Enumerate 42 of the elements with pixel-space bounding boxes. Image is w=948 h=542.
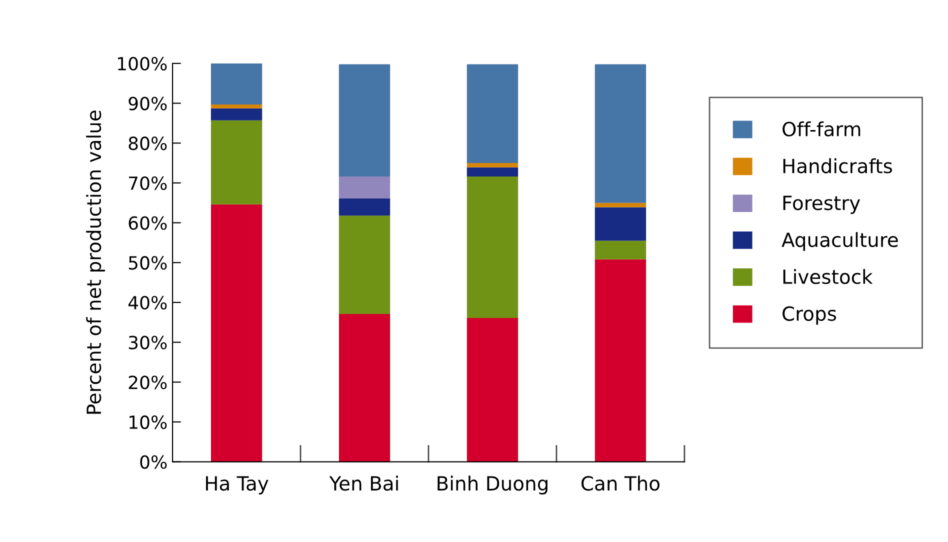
- x-tick-label: Ha Tay: [206, 476, 268, 494]
- bar: [210, 108, 262, 120]
- bar: [594, 64, 646, 203]
- bar: [210, 104, 262, 108]
- legend-label: Aquaculture: [782, 232, 898, 251]
- legend-label: Forestry: [783, 196, 860, 214]
- bar: [338, 176, 390, 198]
- bar: [466, 64, 518, 164]
- y-axis-title: Percent of net production value: [86, 110, 105, 414]
- bar: [210, 120, 262, 204]
- bar: [338, 198, 390, 216]
- y-tick-label: 40%: [128, 296, 167, 310]
- legend-label: Livestock: [783, 269, 873, 284]
- bar: [594, 207, 646, 241]
- x-tick-label: Yen Bai: [329, 476, 398, 491]
- bar: [210, 204, 262, 462]
- y-tick-label: 50%: [128, 256, 167, 270]
- bar: [594, 259, 646, 462]
- bar: [594, 240, 646, 260]
- bar: [210, 63, 262, 104]
- bar: [338, 314, 390, 462]
- legend-label: Handicrafts: [783, 158, 892, 174]
- bar: [338, 216, 390, 314]
- bar: [338, 64, 390, 177]
- legend-label: Crops: [782, 306, 836, 325]
- y-tick-label: 70%: [129, 176, 167, 190]
- legend-label: Off-farm: [782, 121, 860, 136]
- y-tick-label: 0%: [140, 455, 167, 469]
- x-tick-label: Can Tho: [582, 476, 660, 491]
- y-tick-label: 100%: [118, 56, 167, 71]
- y-tick-label: 30%: [128, 336, 167, 350]
- y-tick-label: 60%: [128, 216, 167, 230]
- bar: [466, 167, 518, 177]
- bar: [466, 318, 518, 462]
- bar: [466, 163, 518, 168]
- x-tick-label: Binh Duong: [438, 476, 548, 494]
- y-tick-label: 20%: [128, 376, 167, 390]
- y-tick-label: 80%: [128, 136, 167, 150]
- bar: [466, 176, 518, 318]
- y-tick-label: 10%: [130, 415, 167, 430]
- y-tick-label: 90%: [128, 96, 167, 110]
- bar: [594, 202, 646, 208]
